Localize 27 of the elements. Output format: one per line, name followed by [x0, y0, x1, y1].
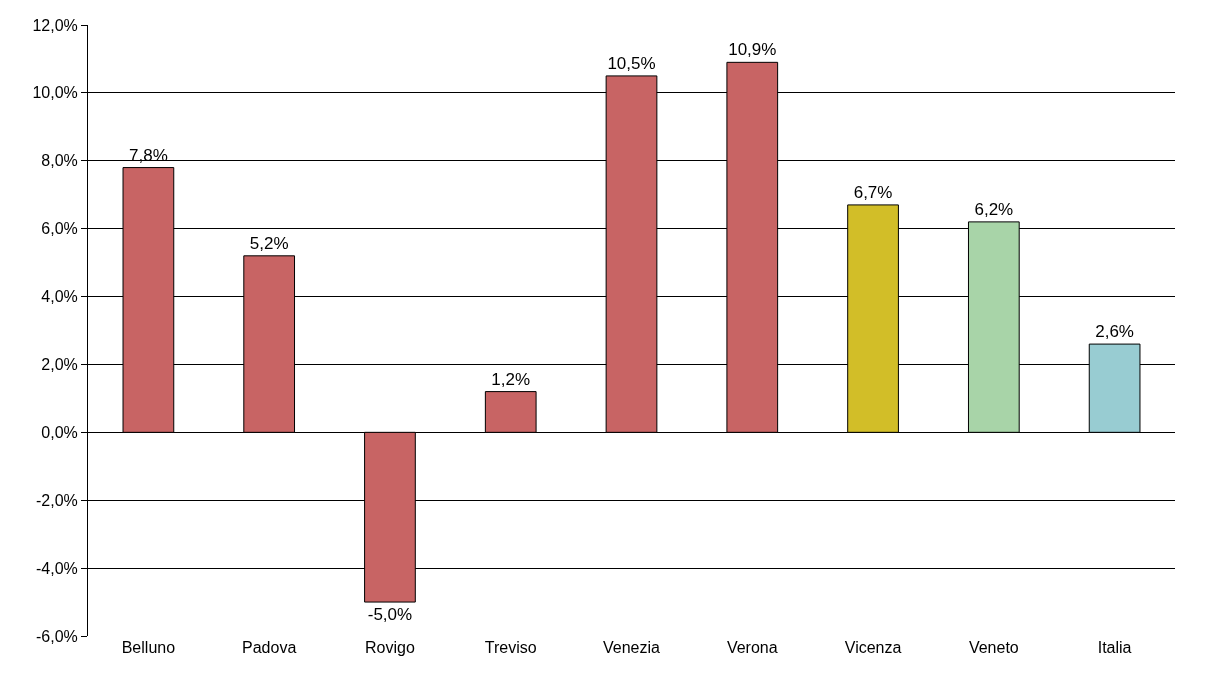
x-tick-label: Italia [1097, 639, 1132, 656]
y-tick-label: -4,0% [36, 559, 78, 577]
y-tick-label: 10,0% [32, 84, 78, 102]
x-tick-label: Verona [726, 639, 778, 656]
x-tick-label: Padova [242, 639, 297, 656]
x-tick-label: Venezia [603, 639, 661, 656]
y-tick-label: 12,0% [32, 16, 78, 34]
data-label: 2,6% [1095, 322, 1134, 342]
data-label: 6,7% [853, 182, 893, 202]
y-tick-label: 4,0% [41, 288, 78, 306]
y-tick-label: 2,0% [41, 356, 78, 374]
y-tick-label: -6,0% [36, 627, 78, 645]
data-label: 1,2% [491, 369, 531, 389]
y-tick-label: 0,0% [41, 423, 78, 441]
x-tick-label: Rovigo [365, 639, 415, 656]
data-label: 5,2% [249, 233, 289, 253]
x-tick-label: Treviso [484, 639, 537, 656]
data-label: 6,2% [974, 199, 1014, 219]
data-label: 10,5% [607, 53, 656, 73]
data-label: 10,9% [728, 40, 777, 60]
y-tick-label: 6,0% [41, 220, 78, 238]
x-tick-label: Belluno [121, 639, 176, 656]
x-tick-label: Veneto [968, 639, 1019, 656]
y-tick-label: -2,0% [36, 491, 78, 509]
y-tick-label: 8,0% [41, 152, 78, 170]
x-tick-label: Vicenza [844, 639, 902, 656]
data-label: -5,0% [367, 605, 413, 625]
